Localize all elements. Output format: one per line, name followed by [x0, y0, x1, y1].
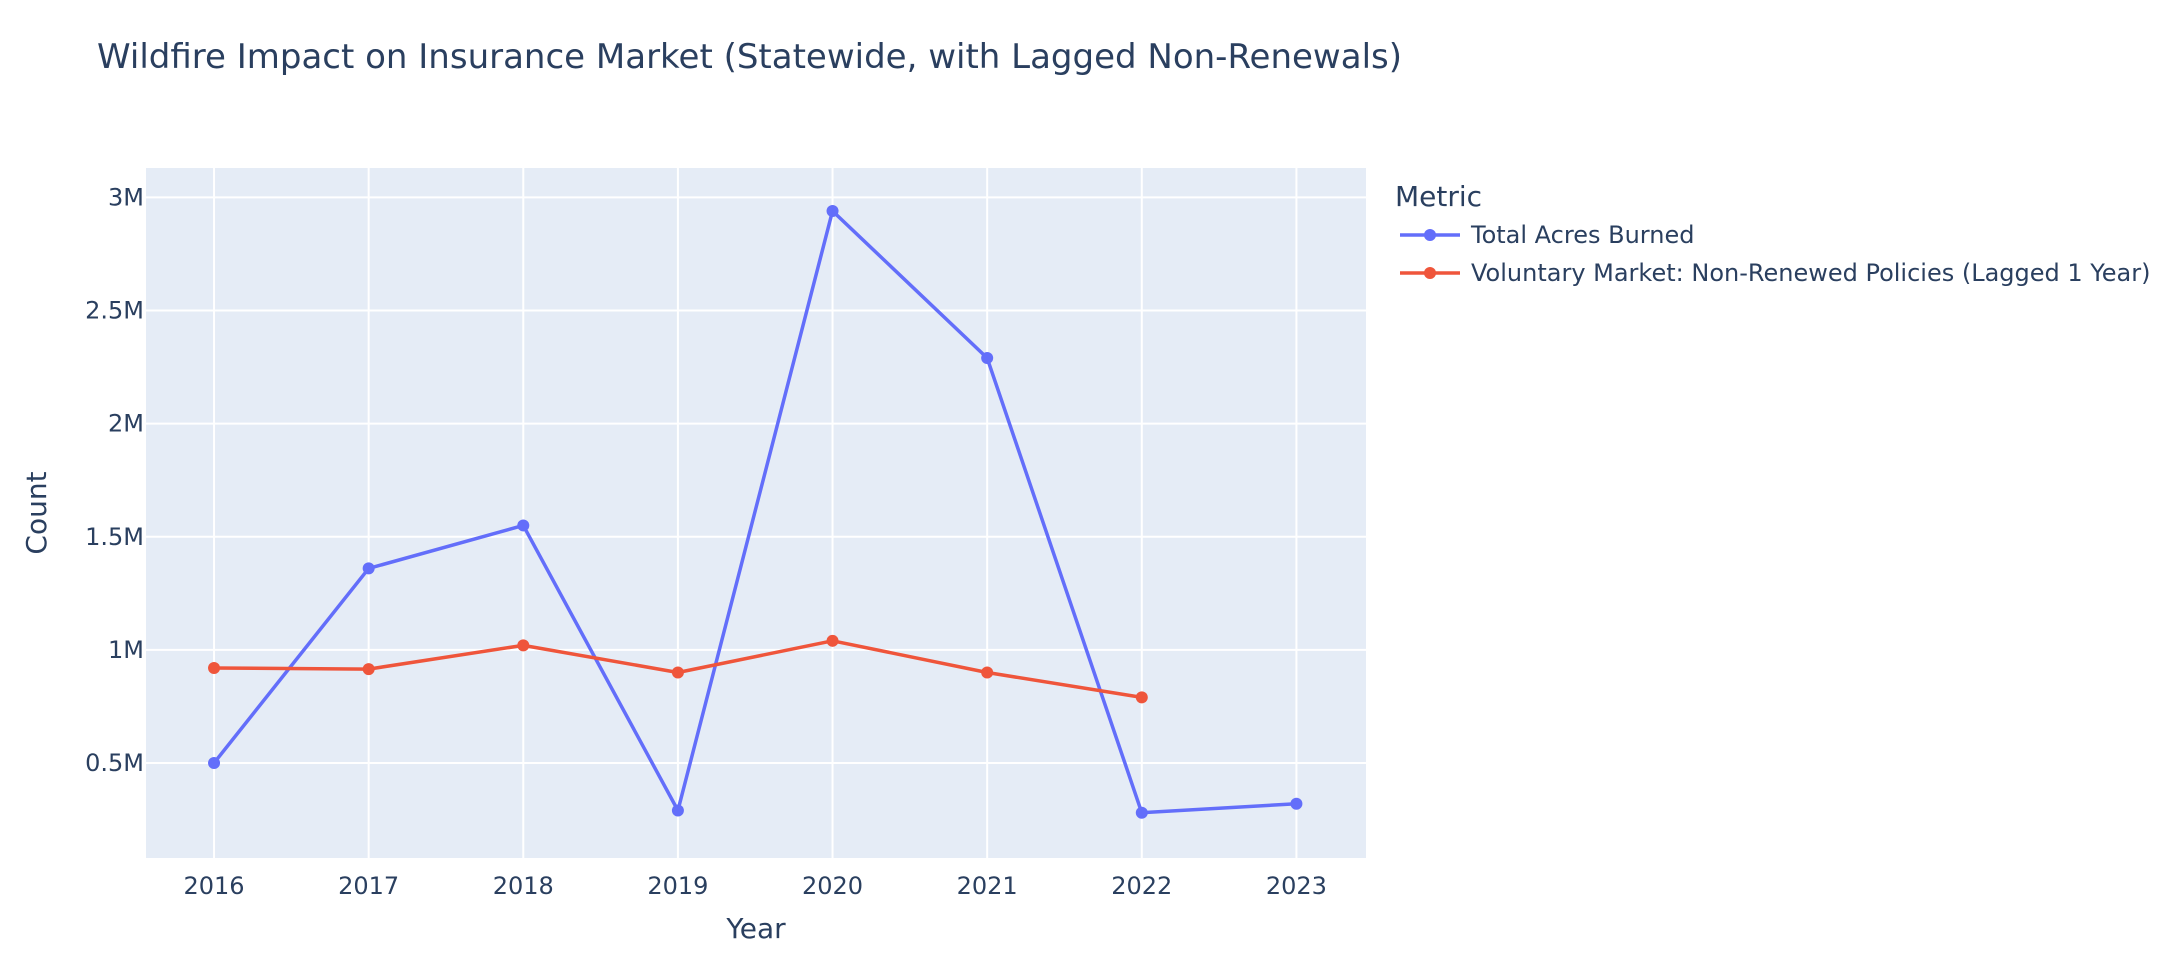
- data-point: [362, 562, 375, 575]
- legend-items: Total Acres Burned Voluntary Market: Non-…: [1400, 221, 2150, 287]
- y-tick-label: 1M: [108, 636, 144, 664]
- y-tick-label: 0.5M: [85, 749, 144, 777]
- data-point: [1290, 797, 1303, 810]
- data-point: [826, 204, 839, 217]
- series-line: [212, 209, 1297, 815]
- data-point: [1135, 806, 1148, 819]
- data-point: [517, 639, 530, 652]
- y-axis-title: Count: [20, 471, 53, 554]
- legend-label: Total Acres Burned: [1470, 221, 1694, 249]
- x-tick-label: 2021: [957, 872, 1018, 900]
- grid-lines: [146, 168, 1366, 858]
- y-axis-ticks: 0.5M 1M 1.5M 2M 2.5M 3M: [85, 183, 144, 777]
- legend-swatch-marker: [1424, 229, 1436, 241]
- legend: Metric Total Acres Burned Voluntary Marke…: [1395, 180, 2150, 287]
- legend-swatch-marker: [1424, 267, 1436, 279]
- series-points: [208, 204, 1303, 819]
- data-point: [671, 666, 684, 679]
- y-tick-label: 2M: [108, 410, 144, 438]
- legend-item[interactable]: Total Acres Burned: [1400, 221, 1694, 249]
- data-point: [208, 756, 221, 769]
- y-tick-label: 1.5M: [85, 523, 144, 551]
- data-point: [826, 634, 839, 647]
- legend-item[interactable]: Voluntary Market: Non-Renewed Policies (…: [1400, 259, 2150, 287]
- legend-title: Metric: [1395, 180, 1482, 213]
- legend-label: Voluntary Market: Non-Renewed Policies (…: [1471, 259, 2150, 287]
- data-point: [1135, 691, 1148, 704]
- x-tick-label: 2016: [183, 872, 244, 900]
- data-point: [208, 661, 221, 674]
- y-tick-label: 3M: [108, 183, 144, 211]
- data-point: [981, 666, 994, 679]
- x-tick-label: 2018: [493, 872, 554, 900]
- y-tick-label: 2.5M: [85, 297, 144, 325]
- data-point: [671, 804, 684, 817]
- x-axis-title: Year: [725, 912, 786, 945]
- x-tick-label: 2020: [802, 872, 863, 900]
- x-axis-ticks: 2016 2017 2018 2019 2020 2021 2022 2023: [183, 872, 1326, 900]
- x-tick-label: 2022: [1111, 872, 1172, 900]
- chart-title: Wildfire Impact on Insurance Market (Sta…: [97, 37, 1402, 77]
- x-tick-label: 2017: [338, 872, 399, 900]
- data-point: [981, 352, 994, 365]
- data-point: [517, 519, 530, 532]
- data-point: [362, 663, 375, 676]
- x-tick-label: 2019: [647, 872, 708, 900]
- x-tick-label: 2023: [1266, 872, 1327, 900]
